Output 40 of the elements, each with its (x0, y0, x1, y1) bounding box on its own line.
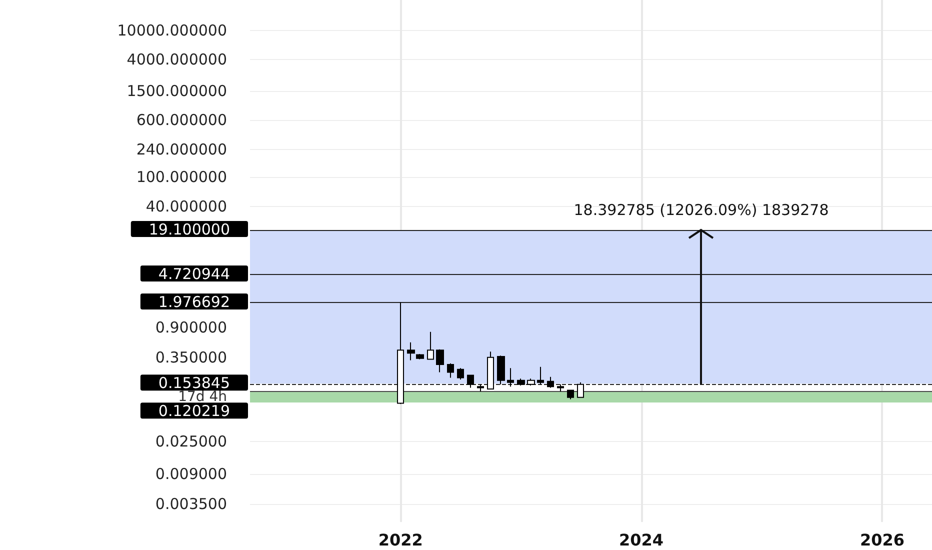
candlestick (416, 353, 424, 360)
y-tick-label: 0.900000 (155, 318, 227, 336)
candlestick (467, 374, 474, 388)
candlestick (477, 384, 484, 392)
ref-line-label: 4.720944 (158, 265, 230, 283)
ref-line-label: 0.120219 (158, 402, 230, 420)
candlestick (527, 378, 535, 386)
x-tick-label: 2026 (860, 530, 904, 550)
x-tick-label: 2024 (619, 530, 664, 550)
candlestick (397, 302, 404, 405)
candlestick (447, 362, 454, 378)
candlestick (567, 390, 574, 400)
y-tick-label: 240.000000 (136, 140, 227, 158)
candlestick (497, 355, 505, 385)
candlestick (547, 376, 554, 388)
y-tick-label: 40.000000 (146, 197, 227, 216)
candlestick (537, 366, 544, 385)
candlestick (557, 384, 564, 392)
y-tick-label: 0.025000 (155, 432, 227, 451)
ref-line-label: 19.100000 (148, 220, 230, 238)
candlestick (517, 378, 525, 386)
candlestick (487, 351, 494, 390)
candlestick (427, 331, 434, 360)
candlestick (577, 382, 584, 398)
text: 17d 4h (178, 389, 227, 405)
y-tick-label: 1500.000000 (126, 82, 227, 100)
candlestick (507, 368, 514, 388)
y-tick-label: 4000.000000 (126, 50, 227, 69)
y-tick-label: 10000.000000 (117, 21, 227, 40)
candlestick (457, 368, 464, 380)
y-tick-label: 0.350000 (155, 348, 227, 366)
candlestick (407, 342, 415, 361)
y-tick-label: 100.000000 (136, 168, 227, 186)
candlestick (436, 348, 444, 373)
y-tick-label: 600.000000 (136, 111, 227, 130)
y-tick-label: 0.003500 (155, 495, 227, 514)
annotation: 18.392785 (12026.09%) 1839278 (574, 200, 829, 219)
y-tick-label: 0.009000 (155, 465, 227, 484)
x-tick-label: 2022 (378, 530, 423, 550)
ref-line-label: 1.976692 (158, 293, 230, 311)
